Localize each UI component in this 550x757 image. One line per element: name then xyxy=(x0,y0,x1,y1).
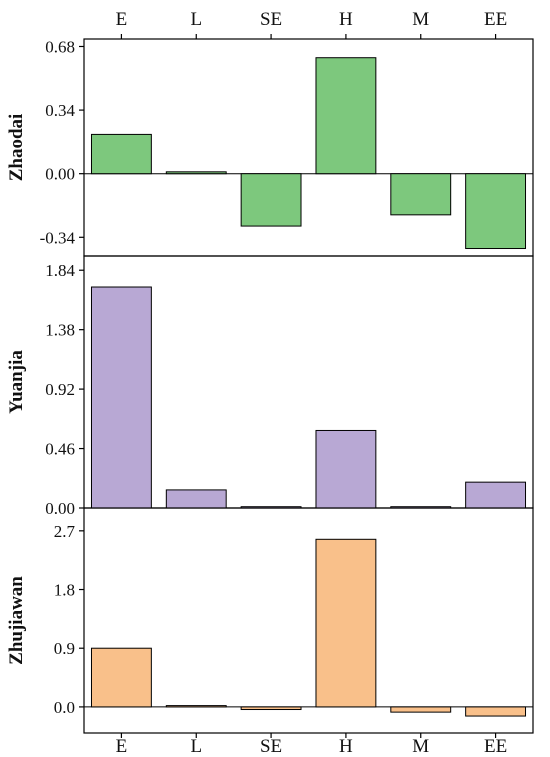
y-tick-label: 0.00 xyxy=(45,165,75,184)
bar-zhujiawan-h xyxy=(315,538,377,708)
x-tick-label-bottom: M xyxy=(412,736,429,757)
bar-zhujiawan-se xyxy=(240,706,302,711)
y-tick-label: 1.38 xyxy=(45,321,75,340)
panel-ylabel: Zhaodai xyxy=(6,114,27,182)
y-tick-label: 0.00 xyxy=(45,499,75,518)
y-tick-label: 1.84 xyxy=(45,261,75,280)
y-tick-label: 0.34 xyxy=(45,101,75,120)
y-tick-label: -0.34 xyxy=(40,228,76,247)
x-tick-label-bottom: L xyxy=(190,736,202,757)
bar-zhujiawan-l xyxy=(165,705,227,708)
y-tick-label: 2.7 xyxy=(54,522,76,541)
x-tick-label-bottom: H xyxy=(339,736,353,757)
x-tick-label-top: H xyxy=(339,9,353,30)
bar-yuanjia-e xyxy=(90,286,152,509)
bottom-category-axis: E L SE H M EE xyxy=(116,733,507,757)
panel-yuanjia: 0.00 0.46 0.92 1.38 1.84 Yuanjia xyxy=(6,255,534,518)
x-tick-label-bottom: SE xyxy=(260,736,282,757)
y-tick-label: 0.9 xyxy=(54,639,75,658)
panel-ylabel: Yuanjia xyxy=(6,350,27,414)
y-tick-label: 0.92 xyxy=(45,380,75,399)
bar-yuanjia-l xyxy=(165,489,227,509)
bar-zhujiawan-e xyxy=(90,647,152,708)
panel-zhujiawan: 0.0 0.9 1.8 2.7 Zhujiawan xyxy=(6,507,534,734)
bar-zhujiawan-ee xyxy=(465,706,527,717)
top-category-axis: E L SE H M EE xyxy=(116,9,507,39)
x-tick-label-bottom: E xyxy=(116,736,128,757)
y-tick-label: 0.68 xyxy=(45,37,75,56)
bar-zhujiawan-m xyxy=(390,706,452,713)
bar-zhaodai-m xyxy=(390,173,452,216)
bar-zhaodai-se xyxy=(240,173,302,227)
bar-zhaodai-e xyxy=(90,133,152,175)
panel-frame xyxy=(83,507,534,734)
bar-zhaodai-ee xyxy=(465,173,527,250)
bar-yuanjia-h xyxy=(315,429,377,509)
y-tick-label: 0.0 xyxy=(54,698,75,717)
x-tick-label-top: EE xyxy=(484,9,507,30)
chart-panels: -0.34 0.00 0.34 0.68 Zhaodai 0.00 0.46 0.92 1.38… xyxy=(6,37,534,734)
bar-zhaodai-h xyxy=(315,57,377,175)
x-tick-label-top: E xyxy=(116,9,128,30)
x-tick-label-bottom: EE xyxy=(484,736,507,757)
panel-ylabel: Zhujiawan xyxy=(6,576,27,665)
y-tick-label: 0.46 xyxy=(45,440,75,459)
x-tick-label-top: SE xyxy=(260,9,282,30)
y-tick-label: 1.8 xyxy=(54,581,75,600)
bar-yuanjia-ee xyxy=(465,481,527,509)
panel-zhaodai: -0.34 0.00 0.34 0.68 Zhaodai xyxy=(6,37,534,257)
x-tick-label-top: L xyxy=(190,9,202,30)
bar-zhaodai-l xyxy=(165,171,227,175)
x-tick-label-top: M xyxy=(412,9,429,30)
